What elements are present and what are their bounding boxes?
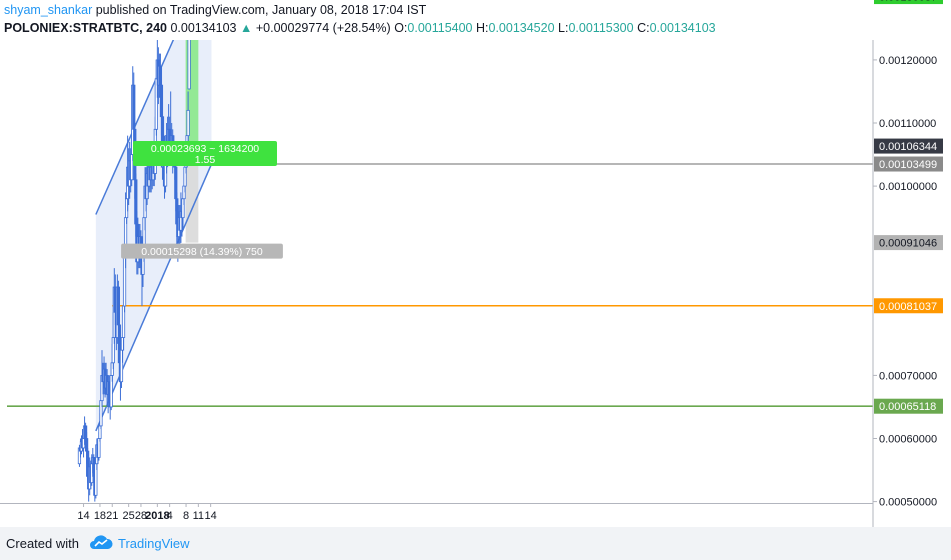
x-tick-label: 25 xyxy=(123,510,135,522)
x-tick-label: 11 xyxy=(193,510,204,522)
target-price-label-text: 0.00130037 xyxy=(879,0,937,4)
close-label: C: xyxy=(637,21,650,35)
orange-price-label-text: 0.00081037 xyxy=(879,301,937,313)
x-tick-label: 8 xyxy=(183,510,189,522)
stop-price-label-text: 0.00091046 xyxy=(879,238,937,250)
y-tick-label: 0.00100000 xyxy=(879,181,937,193)
dark-price-label: 0.00106344 xyxy=(874,138,943,154)
loss-label: 0.00015298 (14.39%) 750 xyxy=(121,243,283,259)
candle-body xyxy=(132,84,136,130)
last-price: 0.00134103 xyxy=(170,21,237,35)
candle xyxy=(186,91,190,149)
close-value: 0.00134103 xyxy=(649,21,716,35)
x-tick-label: 4 xyxy=(167,510,173,522)
price-change: +0.00029774 (+28.54%) xyxy=(255,21,391,35)
x-tick-label: 21 xyxy=(106,510,118,522)
symbol-info: POLONIEX:STRATBTC, 240 0.00134103 ▲ +0.0… xyxy=(4,21,716,35)
entry-price-label-text: 0.00103499 xyxy=(879,159,937,171)
symbol-name: POLONIEX:STRATBTC, 240 xyxy=(4,21,167,35)
candle-body xyxy=(186,109,190,137)
low-label: L: xyxy=(558,21,569,35)
orange-price-label: 0.00081037 xyxy=(874,298,943,314)
risk-reward-ratio: 1.55 xyxy=(195,154,216,166)
high-value: 0.00134520 xyxy=(488,21,555,35)
risk-reward-text: 0.00023693 ~ 1634200 xyxy=(151,143,259,155)
stop-price-label: 0.00091046 xyxy=(874,235,943,251)
y-tick-label: 0.00110000 xyxy=(879,118,936,130)
plot-area: 0.00023693 (22.28%) 1387.190.00015298 (1… xyxy=(7,40,873,502)
loss-label-text: 0.00015298 (14.39%) 750 xyxy=(141,246,263,258)
candle xyxy=(187,40,191,90)
up-arrow-icon: ▲ xyxy=(240,21,253,35)
tradingview-brand-link[interactable]: TradingView xyxy=(118,536,190,551)
y-tick-label: 0.00050000 xyxy=(879,497,937,509)
dark-price-label-text: 0.00106344 xyxy=(879,141,937,153)
x-tick-label: 14 xyxy=(205,510,217,522)
candle-body xyxy=(187,40,191,90)
open-value: 0.00115400 xyxy=(407,21,473,35)
target-price-label: 0.00130037 xyxy=(874,0,943,5)
channel-upper-line xyxy=(95,40,175,215)
low-value: 0.00115300 xyxy=(568,21,634,35)
price-chart[interactable]: 0.00023693 (22.28%) 1387.190.00015298 (1… xyxy=(0,0,951,527)
y-tick-label: 0.00070000 xyxy=(879,370,937,382)
x-tick-label: 18 xyxy=(94,510,106,522)
entry-price-label: 0.00103499 xyxy=(874,156,943,172)
published-text: published on TradingView.com, January 08… xyxy=(95,3,427,17)
tradingview-logo-icon xyxy=(90,535,113,549)
channel-lower-line xyxy=(95,163,213,432)
x-tick-label: 14 xyxy=(77,510,89,522)
loss-zone xyxy=(185,164,199,243)
green-price-label-text: 0.00065118 xyxy=(879,401,936,413)
created-with-text: Created with xyxy=(6,536,79,551)
author-link[interactable]: shyam_shankar xyxy=(4,3,93,17)
y-tick-label: 0.00120000 xyxy=(879,55,937,67)
green-price-label: 0.00065118 xyxy=(874,398,943,414)
y-tick-label: 0.00060000 xyxy=(879,434,937,446)
open-label: O: xyxy=(394,21,408,35)
footer: Created with TradingView xyxy=(0,527,951,560)
x-tick-label: 28 xyxy=(135,510,147,522)
high-label: H: xyxy=(476,21,489,35)
publish-info: shyam_shankar published on TradingView.c… xyxy=(4,3,426,17)
x-tick-label: 2018 xyxy=(145,510,169,522)
